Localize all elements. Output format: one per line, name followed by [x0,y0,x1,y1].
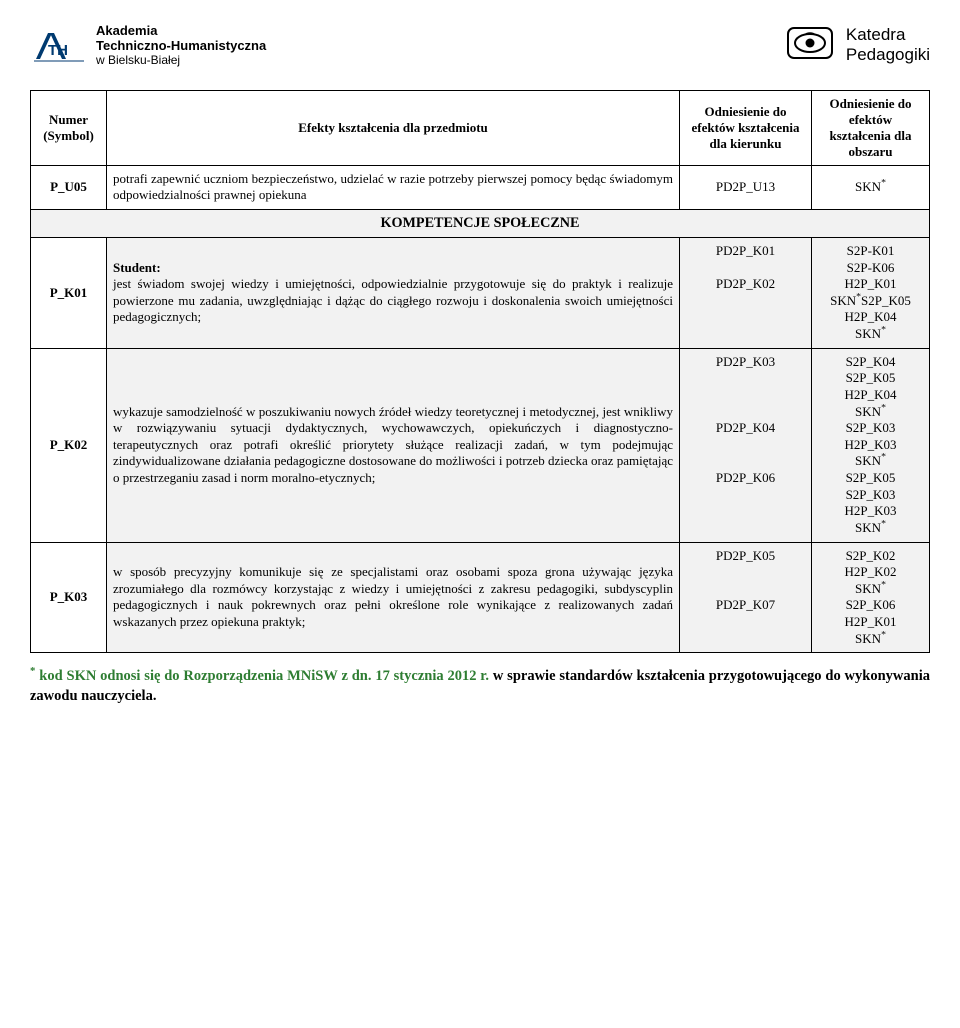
header-right-line1: Katedra [846,25,930,45]
row-symbol: P_K02 [31,348,107,542]
th-direction: Odniesienie do efektów kształcenia dla k… [680,90,812,165]
row-symbol: P_K01 [31,237,107,348]
svg-text:TH: TH [48,42,68,59]
row-desc: wykazuje samodzielność w poszukiwaniu no… [107,348,680,542]
table-header-row: Numer (Symbol) Efekty kształcenia dla pr… [31,90,930,165]
row-codes3: PD2P_K05 PD2P_K07 [680,542,812,653]
row-desc: Student:jest świadom swojej wiedzy i umi… [107,237,680,348]
row-codes4: S2P_K02H2P_K02SKN*S2P_K06H2P_K01SKN* [812,542,930,653]
row-codes3: PD2P_K03 PD2P_K04 PD2P_K06 [680,348,812,542]
row-desc: w sposób precyzyjny komunikuje się ze sp… [107,542,680,653]
katedra-logo-icon [784,24,836,66]
katedra-logo-text: Katedra Pedagogiki [846,25,930,64]
row-symbol: P_K03 [31,542,107,653]
table-row: P_K03 w sposób precyzyjny komunikuje się… [31,542,930,653]
row-codes4: SKN* [812,165,930,209]
effects-table: Numer (Symbol) Efekty kształcenia dla pr… [30,90,930,654]
header-left-line2: Techniczno-Humanistyczna [96,39,266,54]
row-codes3: PD2P_K01 PD2P_K02 [680,237,812,348]
table-row: P_U05 potrafi zapewnić uczniom bezpiecze… [31,165,930,209]
th-effects: Efekty kształcenia dla przedmiotu [107,90,680,165]
th-area: Odniesienie do efektów kształcenia dla o… [812,90,930,165]
th-symbol: Numer (Symbol) [31,90,107,165]
row-codes4: S2P_K04S2P_K05H2P_K04SKN*S2P_K03H2P_K03S… [812,348,930,542]
row-codes3: PD2P_U13 [680,165,812,209]
section-header: KOMPETENCJE SPOŁECZNE [31,209,930,237]
header-right-line2: Pedagogiki [846,45,930,65]
footnote-green: * kod SKN odnosi się do Rozporządzenia M… [30,668,489,684]
page-header: TH Akademia Techniczno-Humanistyczna w B… [30,24,930,68]
header-left-line3: w Bielsku-Białej [96,54,266,68]
ath-logo-text: Akademia Techniczno-Humanistyczna w Biel… [96,24,266,68]
footnote: * kod SKN odnosi się do Rozporządzenia M… [30,667,930,706]
header-left-line1: Akademia [96,24,266,39]
table-row: P_K02 wykazuje samodzielność w poszukiwa… [31,348,930,542]
section-header-row: KOMPETENCJE SPOŁECZNE [31,209,930,237]
row-desc: potrafi zapewnić uczniom bezpieczeństwo,… [107,165,680,209]
ath-logo-icon: TH [30,25,86,67]
row-symbol: P_U05 [31,165,107,209]
table-row: P_K01 Student:jest świadom swojej wiedzy… [31,237,930,348]
header-left: TH Akademia Techniczno-Humanistyczna w B… [30,24,266,68]
header-right: Katedra Pedagogiki [784,24,930,66]
row-codes4: S2P-K01S2P-K06H2P_K01SKN*S2P_K05H2P_K04S… [812,237,930,348]
